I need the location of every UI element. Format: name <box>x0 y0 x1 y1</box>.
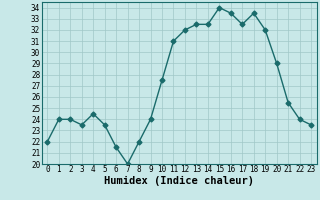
X-axis label: Humidex (Indice chaleur): Humidex (Indice chaleur) <box>104 176 254 186</box>
